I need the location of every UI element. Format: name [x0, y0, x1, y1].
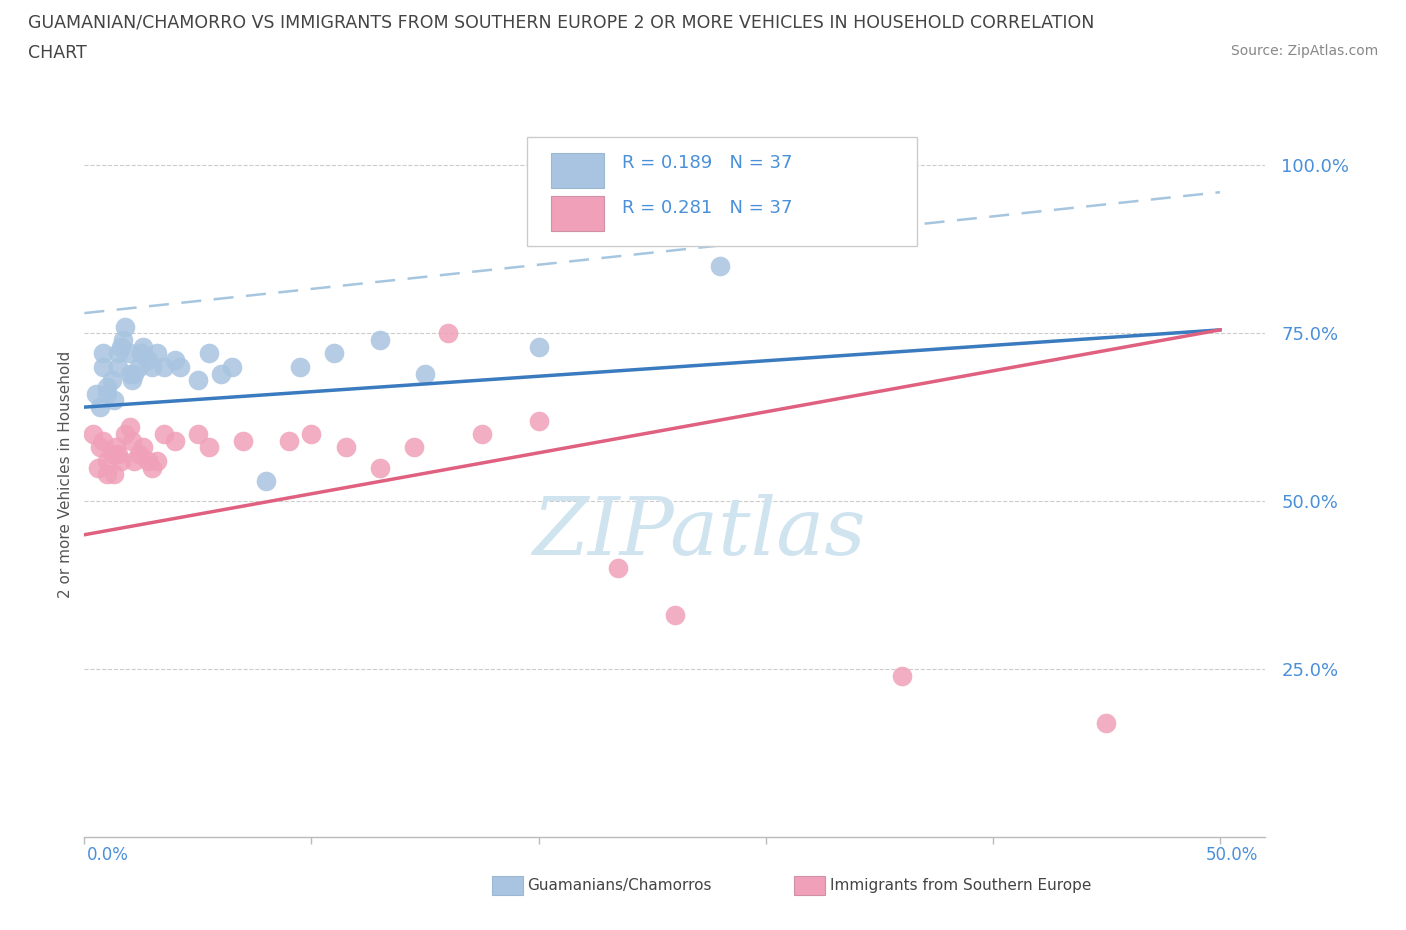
- Point: [100, 446, 122, 461]
- Point: [471, 427, 494, 442]
- Point: [128, 359, 150, 374]
- Point: [607, 561, 630, 576]
- Point: [153, 359, 176, 374]
- Point: [118, 366, 141, 381]
- Text: CHART: CHART: [28, 44, 87, 61]
- Point: [132, 440, 155, 455]
- Text: R = 0.189   N = 37: R = 0.189 N = 37: [621, 153, 792, 172]
- Point: [277, 433, 299, 448]
- Point: [368, 333, 391, 348]
- Point: [100, 373, 122, 388]
- Point: [146, 346, 169, 361]
- Point: [209, 366, 232, 381]
- Point: [103, 393, 125, 408]
- Point: [136, 352, 159, 367]
- Point: [1095, 715, 1118, 730]
- Bar: [551, 153, 605, 188]
- Point: [165, 352, 187, 367]
- Point: [89, 400, 111, 415]
- Point: [96, 379, 118, 394]
- Point: [413, 366, 436, 381]
- Point: [132, 339, 155, 354]
- Point: [187, 427, 209, 442]
- Point: [114, 427, 136, 442]
- Point: [402, 440, 425, 455]
- Point: [107, 359, 129, 374]
- Text: GUAMANIAN/CHAMORRO VS IMMIGRANTS FROM SOUTHERN EUROPE 2 OR MORE VEHICLES IN HOUS: GUAMANIAN/CHAMORRO VS IMMIGRANTS FROM SO…: [28, 14, 1094, 32]
- Text: R = 0.281   N = 37: R = 0.281 N = 37: [621, 199, 792, 217]
- Point: [221, 359, 243, 374]
- Point: [301, 427, 323, 442]
- Point: [91, 359, 114, 374]
- Point: [129, 346, 152, 361]
- Point: [254, 473, 277, 488]
- Point: [436, 326, 458, 340]
- Point: [136, 454, 159, 469]
- Point: [709, 259, 731, 273]
- Point: [107, 346, 129, 361]
- Point: [165, 433, 187, 448]
- Point: [103, 467, 125, 482]
- Text: Immigrants from Southern Europe: Immigrants from Southern Europe: [830, 878, 1091, 893]
- Point: [128, 446, 150, 461]
- Point: [121, 373, 143, 388]
- Point: [118, 346, 141, 361]
- Point: [91, 433, 114, 448]
- Point: [124, 454, 146, 469]
- Point: [84, 386, 107, 401]
- Point: [891, 669, 914, 684]
- Bar: [551, 196, 605, 232]
- Point: [96, 454, 118, 469]
- Text: 0.0%: 0.0%: [87, 846, 129, 864]
- Point: [96, 386, 118, 401]
- Y-axis label: 2 or more Vehicles in Household: 2 or more Vehicles in Household: [58, 351, 73, 598]
- Point: [153, 427, 176, 442]
- Text: ZIPatlas: ZIPatlas: [531, 494, 865, 571]
- Point: [323, 346, 346, 361]
- Text: Guamanians/Chamorros: Guamanians/Chamorros: [527, 878, 711, 893]
- Point: [198, 440, 221, 455]
- Point: [89, 440, 111, 455]
- Point: [368, 460, 391, 475]
- Point: [91, 346, 114, 361]
- Point: [146, 454, 169, 469]
- Point: [664, 608, 686, 623]
- Point: [121, 433, 143, 448]
- Point: [527, 339, 550, 354]
- Point: [87, 460, 110, 475]
- Point: [111, 333, 134, 348]
- Point: [198, 346, 221, 361]
- Point: [232, 433, 254, 448]
- Point: [141, 359, 163, 374]
- Point: [118, 419, 141, 434]
- Point: [110, 454, 132, 469]
- Point: [335, 440, 357, 455]
- Point: [141, 460, 163, 475]
- Text: Source: ZipAtlas.com: Source: ZipAtlas.com: [1230, 44, 1378, 58]
- Point: [527, 413, 550, 428]
- Point: [114, 319, 136, 334]
- Point: [82, 427, 104, 442]
- Point: [169, 359, 191, 374]
- Point: [187, 373, 209, 388]
- Point: [107, 446, 129, 461]
- Point: [110, 339, 132, 354]
- Point: [124, 366, 146, 381]
- FancyBboxPatch shape: [527, 137, 917, 246]
- Point: [96, 467, 118, 482]
- Point: [288, 359, 311, 374]
- Point: [105, 440, 128, 455]
- Text: 50.0%: 50.0%: [1206, 846, 1258, 864]
